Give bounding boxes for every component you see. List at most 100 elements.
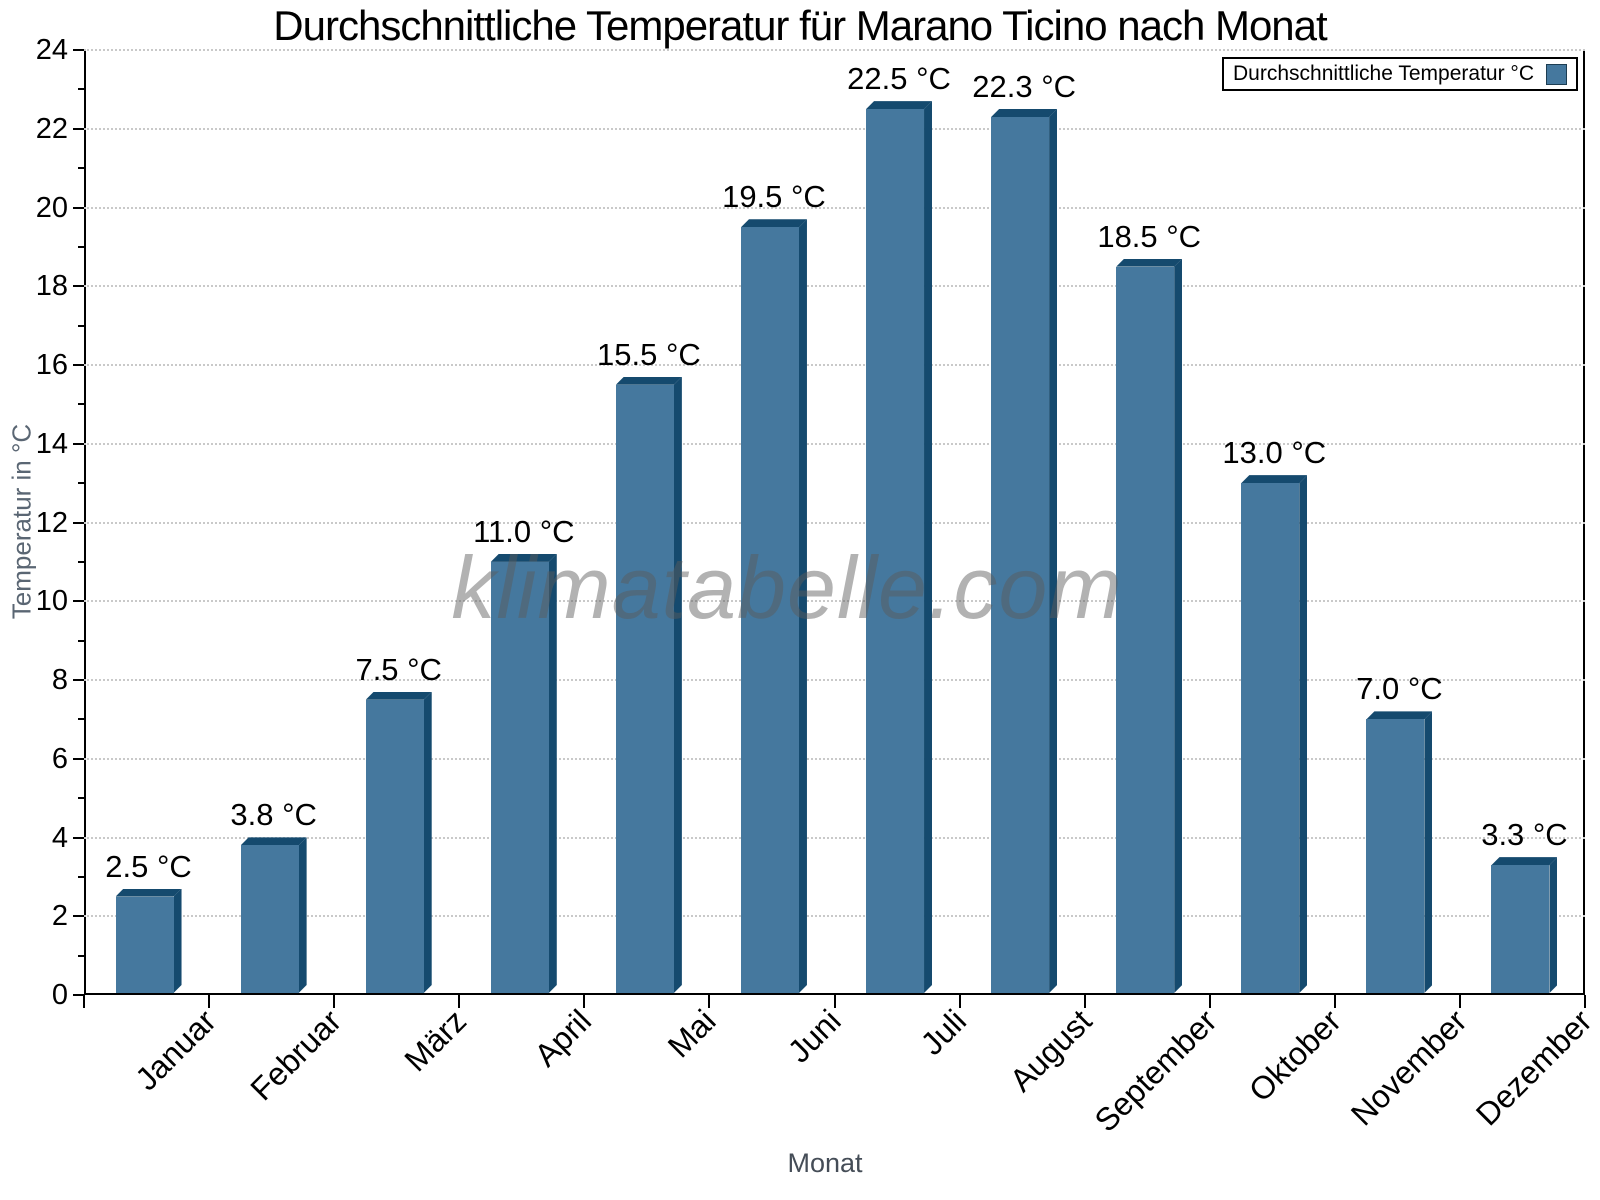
legend-label: Durchschnittliche Temperatur °C xyxy=(1233,62,1534,85)
bar-top-November xyxy=(1366,711,1432,719)
x-category-label-text: Juli xyxy=(913,1002,974,1062)
x-category-label-text: September xyxy=(1087,1002,1224,1139)
bar-side-Dezember xyxy=(1549,857,1557,993)
bar-März xyxy=(365,699,424,993)
y-tick-label-22: 22 xyxy=(35,112,68,145)
x-tick-0 xyxy=(83,995,85,1008)
bar-side-November xyxy=(1424,711,1432,993)
x-tick-12 xyxy=(1584,995,1586,1008)
bar-top-April xyxy=(491,554,557,562)
x-axis-title: Monat xyxy=(787,1148,863,1178)
gridline-12 xyxy=(84,521,1585,524)
y-minor-tick-23 xyxy=(78,88,84,91)
y-tick-label-4: 4 xyxy=(51,821,68,854)
bar-side-Oktober xyxy=(1299,475,1307,993)
bar-side-Juli xyxy=(924,101,932,993)
bar-side-Juni xyxy=(799,219,807,993)
y-tick-label-14: 14 xyxy=(35,427,68,460)
y-tick-label-2: 2 xyxy=(51,900,68,933)
bar-value-label: 3.3 °C xyxy=(1481,817,1568,853)
y-tick-label-0: 0 xyxy=(51,979,68,1011)
bar-value-label: 18.5 °C xyxy=(1097,218,1202,254)
x-category-label-text: Februar xyxy=(242,1002,348,1108)
bar-value-label: 22.3 °C xyxy=(972,68,1076,104)
gridline-20 xyxy=(84,206,1585,209)
bar-August xyxy=(991,116,1050,993)
x-category-label-text: November xyxy=(1343,1002,1474,1133)
bar-value-label: 22.5 °C xyxy=(847,61,951,97)
bar-side-Januar xyxy=(174,889,182,993)
bar-top-Januar xyxy=(116,889,182,897)
gridline-4 xyxy=(84,836,1585,839)
gridline-14 xyxy=(84,442,1585,445)
bar-value-label: 7.0 °C xyxy=(1356,671,1443,707)
y-tick-18 xyxy=(73,285,84,288)
bar-Februar xyxy=(240,845,299,993)
x-tick-6 xyxy=(833,995,836,1008)
bar-side-April xyxy=(549,554,557,993)
bar-Mai xyxy=(615,384,674,993)
y-tick-20 xyxy=(73,206,84,209)
x-tick-2 xyxy=(333,995,336,1008)
bar-value-label: 19.5 °C xyxy=(722,179,826,215)
y-minor-tick-21 xyxy=(78,167,84,170)
bar-value-label: 3.8 °C xyxy=(230,797,317,833)
x-tick-9 xyxy=(1208,995,1211,1008)
y-tick-0 xyxy=(73,994,84,996)
legend-swatch-icon xyxy=(1545,63,1567,85)
bar-top-Februar xyxy=(241,837,307,845)
y-minor-tick-7 xyxy=(78,718,84,721)
chart-title: Durchschnittliche Temperatur für Marano … xyxy=(273,2,1327,49)
gridline-24 xyxy=(84,49,1585,51)
y-tick-label-24: 24 xyxy=(35,34,68,66)
gridline-22 xyxy=(84,127,1585,130)
y-tick-14 xyxy=(73,442,84,445)
y-minor-tick-1 xyxy=(78,954,84,957)
bar-side-Mai xyxy=(674,377,682,993)
y-minor-tick-15 xyxy=(78,403,84,406)
y-minor-tick-3 xyxy=(78,875,84,878)
x-category-label-text: Dezember xyxy=(1468,1002,1599,1133)
bar-top-Juli xyxy=(866,101,932,109)
x-category-label-text: April xyxy=(527,1002,598,1074)
y-tick-label-18: 18 xyxy=(35,270,68,303)
bar-Dezember xyxy=(1491,865,1550,993)
y-minor-tick-5 xyxy=(78,797,84,800)
legend: Durchschnittliche Temperatur °C xyxy=(1222,57,1578,91)
x-tick-4 xyxy=(583,995,586,1008)
x-tick-5 xyxy=(708,995,711,1008)
y-minor-tick-13 xyxy=(78,482,84,485)
bar-side-März xyxy=(424,692,432,993)
x-tick-7 xyxy=(958,995,961,1008)
bar-Oktober xyxy=(1241,483,1300,993)
x-tick-3 xyxy=(458,995,461,1008)
y-tick-4 xyxy=(73,836,84,839)
gridline-6 xyxy=(84,757,1585,760)
y-tick-label-20: 20 xyxy=(35,191,68,224)
y-minor-tick-9 xyxy=(78,639,84,642)
bar-top-August xyxy=(991,109,1057,117)
y-tick-label-8: 8 xyxy=(51,664,68,696)
bar-value-label: 2.5 °C xyxy=(105,848,192,884)
gridline-18 xyxy=(84,285,1585,288)
bar-top-Dezember xyxy=(1491,857,1557,865)
bar-September xyxy=(1116,266,1175,993)
watermark: klimatabelle.com xyxy=(451,538,1123,637)
y-tick-12 xyxy=(73,521,84,524)
gridline-10 xyxy=(84,600,1585,603)
gridline-2 xyxy=(84,915,1585,918)
y-tick-10 xyxy=(73,600,84,603)
y-minor-tick-11 xyxy=(78,560,84,563)
bar-side-September xyxy=(1174,259,1182,993)
gridline-8 xyxy=(84,679,1585,681)
y-minor-tick-19 xyxy=(78,245,84,248)
x-tick-8 xyxy=(1083,995,1086,1008)
bar-top-Mai xyxy=(616,377,682,385)
x-category-label-text: Mai xyxy=(661,1002,723,1065)
x-tick-1 xyxy=(208,995,211,1008)
x-tick-10 xyxy=(1333,995,1336,1008)
bar-top-Oktober xyxy=(1241,475,1307,483)
x-tick-11 xyxy=(1458,995,1461,1008)
bar-side-August xyxy=(1049,109,1057,993)
y-tick-2 xyxy=(73,915,84,918)
